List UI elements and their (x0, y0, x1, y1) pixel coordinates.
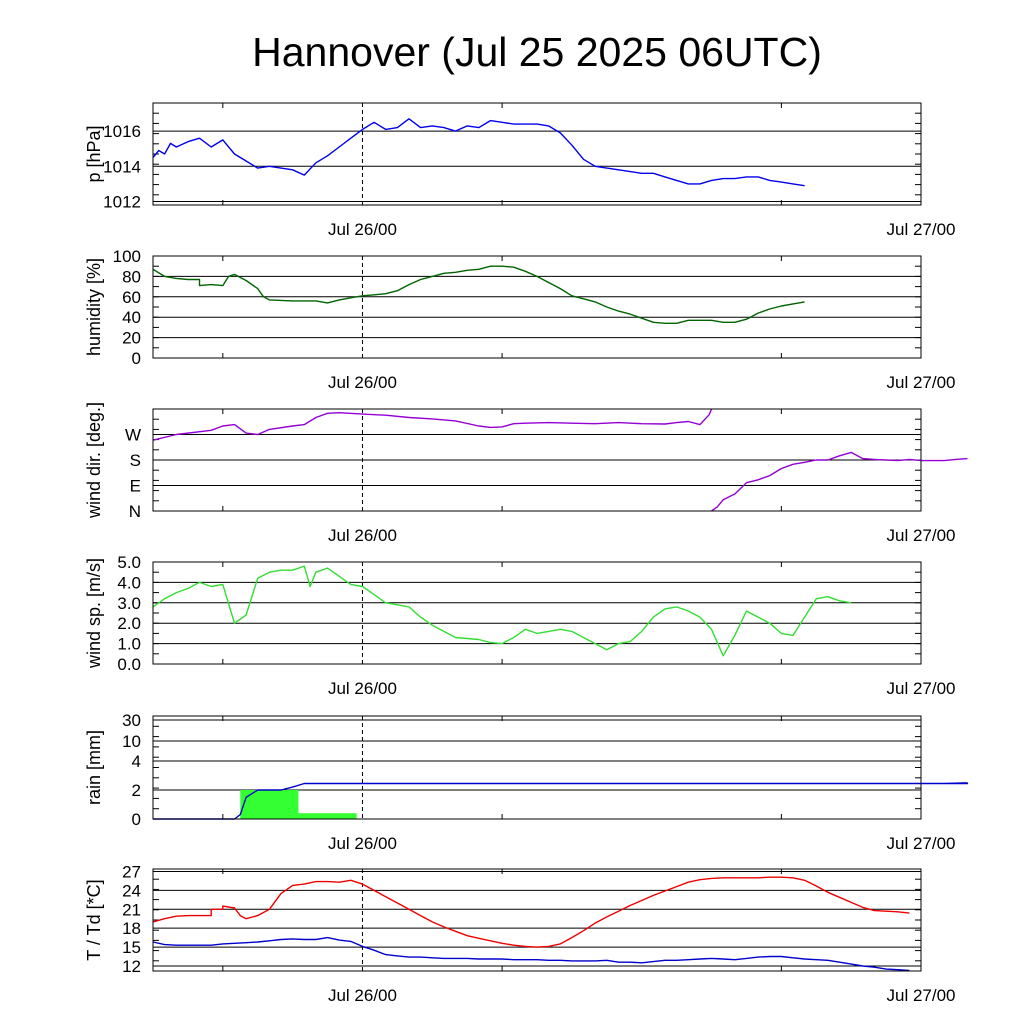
x-tick-label: Jul 26/00 (328, 220, 397, 239)
y-tick-label: 1014 (103, 157, 141, 176)
series-line-wind_speed (152, 565, 852, 657)
y-tick-label: 4.0 (117, 573, 141, 592)
y-tick-label: N (129, 502, 141, 521)
y-tick-label: 15 (122, 938, 141, 957)
rain-bar (240, 790, 299, 819)
x-tick-label: Jul 26/00 (328, 679, 397, 698)
y-tick-label: 2.0 (117, 614, 141, 633)
y-tick-label: 21 (122, 900, 141, 919)
y-tick-label: 5.0 (117, 553, 141, 572)
y-tick-label: 0.0 (117, 655, 141, 674)
x-tick-label: Jul 27/00 (887, 679, 956, 698)
series-line-temperature-td (152, 936, 910, 972)
x-tick-label: Jul 26/00 (328, 986, 397, 1005)
y-tick-label: 30 (122, 711, 141, 730)
y-tick-label: 12 (122, 957, 141, 976)
x-tick-label: Jul 27/00 (887, 373, 956, 392)
x-tick-label: Jul 27/00 (887, 834, 956, 853)
y-tick-label: 10 (122, 732, 141, 751)
y-tick-label: W (125, 426, 141, 445)
y-tick-label: 24 (122, 881, 141, 900)
y-tick-label: 1012 (103, 192, 141, 211)
series-line-pressure (152, 118, 805, 187)
x-tick-label: Jul 27/00 (887, 986, 956, 1005)
x-tick-label: Jul 27/00 (887, 526, 956, 545)
x-tick-label: Jul 27/00 (887, 220, 956, 239)
series-line-humidity (152, 265, 805, 324)
series-line-wind_dir (711, 451, 968, 512)
y-tick-label: 18 (122, 919, 141, 938)
series-line-wind_dir (152, 408, 713, 441)
y-tick-label: 4 (132, 752, 141, 771)
y-tick-label: 1016 (103, 122, 141, 141)
x-tick-label: Jul 26/00 (328, 526, 397, 545)
y-axis-label: T / Td [*C] (84, 879, 104, 960)
plot-frame (152, 255, 922, 359)
panel-wind_speed: 0.01.0 2.03.0 4.05.0 Jul 26/00 Jul 27/00 wind… (84, 553, 956, 698)
panel-pressure: 1012 1014 1016 Jul 26/00 Jul 27/00 p [hPa] (84, 102, 956, 239)
plot-frame (152, 408, 922, 512)
y-axis-label: p [hPa] (84, 125, 104, 182)
series-line-temperature-t (152, 876, 910, 948)
y-tick-label: 60 (122, 288, 141, 307)
y-tick-label: 100 (113, 247, 141, 266)
plot-frame (152, 561, 922, 665)
x-tick-label: Jul 26/00 (328, 834, 397, 853)
rain-bar (298, 813, 357, 819)
plot-frame (152, 102, 922, 206)
y-axis-label: wind sp. [m/s] (84, 558, 104, 669)
panel-rain: 0 2 410 30 Jul 26/00 Jul 27/00 rain [mm] (84, 711, 969, 853)
y-tick-label: 40 (122, 308, 141, 327)
plot-frame (152, 715, 922, 820)
y-tick-label: E (130, 477, 141, 496)
series-line-rain-cumulative (153, 782, 969, 820)
y-tick-label: S (130, 451, 141, 470)
y-axis-label: humidity [%] (84, 258, 104, 356)
plot-frame (152, 868, 922, 972)
y-axis-label: wind dir. [deg.] (84, 402, 104, 519)
y-tick-label: 80 (122, 267, 141, 286)
y-tick-label: 27 (122, 863, 141, 882)
y-tick-label: 1.0 (117, 635, 141, 654)
y-axis-label: rain [mm] (84, 730, 104, 805)
y-tick-label: 3.0 (117, 594, 141, 613)
y-tick-label: 0 (132, 810, 141, 829)
x-tick-label: Jul 26/00 (328, 373, 397, 392)
y-tick-label: 2 (132, 781, 141, 800)
chart-title: Hannover (Jul 25 2025 06UTC) (252, 29, 822, 75)
y-tick-label: 0 (132, 349, 141, 368)
y-tick-label: 20 (122, 329, 141, 348)
